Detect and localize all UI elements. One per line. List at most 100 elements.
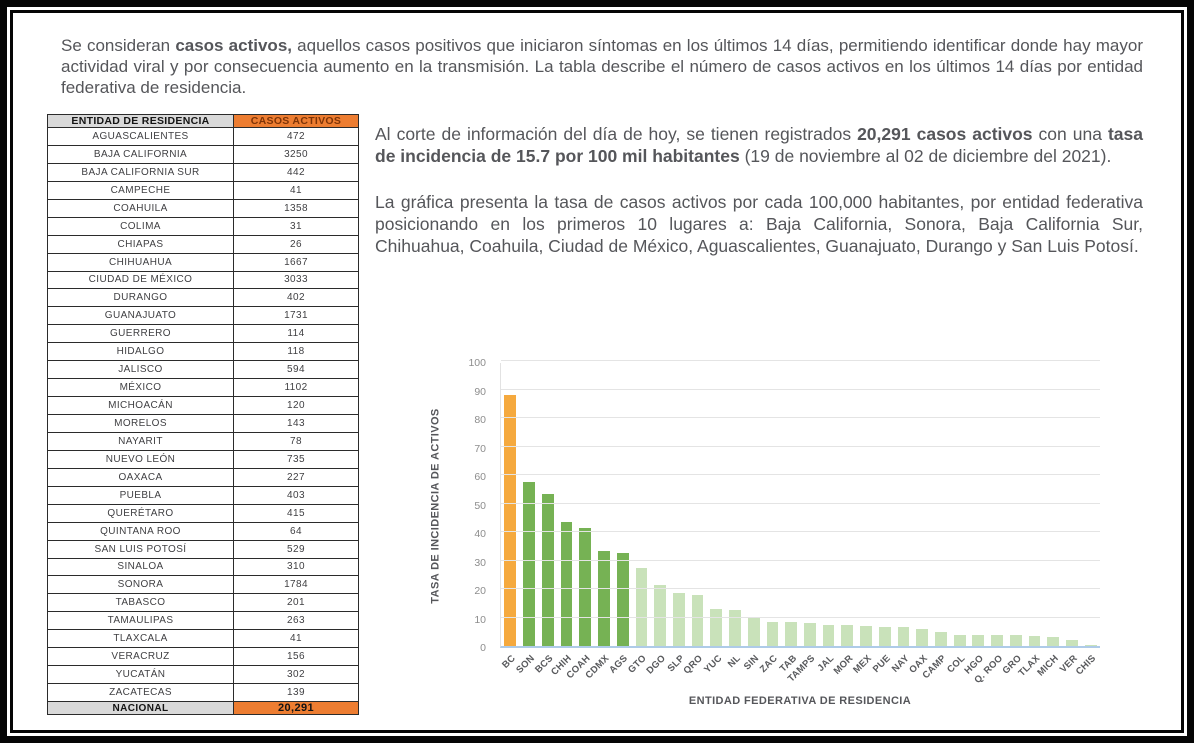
bar-ver	[1066, 640, 1078, 646]
cell-casos-activos: 735	[233, 449, 359, 469]
table-row: SONORA 1784	[47, 575, 359, 595]
table-footer-row: NACIONAL 20,291	[47, 701, 359, 715]
cell-entidad: BAJA CALIFORNIA SUR	[47, 162, 234, 182]
text-segment: con una	[1032, 124, 1108, 144]
text-segment: aquellos casos positivos que iniciaron s…	[61, 36, 1143, 97]
cell-casos-activos: 41	[233, 180, 359, 200]
cell-casos-activos: 403	[233, 485, 359, 505]
cell-entidad: JALISCO	[47, 360, 234, 380]
cell-entidad: CIUDAD DE MÉXICO	[47, 270, 234, 290]
gridline	[501, 388, 1100, 390]
y-tick-label: 30	[474, 556, 486, 569]
cell-casos-activos: 139	[233, 683, 359, 702]
cell-entidad: VERACRUZ	[47, 647, 234, 667]
y-tick-label: 60	[474, 471, 486, 483]
cell-casos-activos: 227	[233, 467, 359, 487]
cell-casos-activos: 302	[233, 665, 359, 685]
bar-slot: YUC	[702, 363, 726, 675]
right-text-block: Al corte de información del día de hoy, …	[375, 123, 1143, 257]
table-row: QUINTANA ROO 64	[47, 521, 359, 541]
cell-entidad: BAJA CALIFORNIA	[47, 144, 234, 164]
bar-oax	[916, 628, 929, 646]
x-tick-label: COL	[945, 653, 968, 676]
x-tick-label: GTO	[626, 653, 650, 676]
cell-casos-activos: 310	[233, 557, 359, 577]
cell-casos-activos: 41	[233, 629, 359, 649]
x-tick-label: NL	[725, 653, 743, 671]
x-tick-label: NAY	[889, 653, 912, 675]
bar-slot: DGO	[644, 363, 670, 677]
cell-casos-activos: 472	[233, 127, 359, 146]
chart-description-paragraph: La gráfica presenta la tasa de casos act…	[375, 191, 1143, 257]
y-tick-label: 90	[474, 385, 486, 398]
table-row: AGUASCALIENTES 472	[47, 127, 359, 146]
bar-slot: SLP	[665, 363, 688, 674]
summary-paragraph: Al corte de información del día de hoy, …	[375, 123, 1143, 167]
bar-son	[523, 482, 535, 646]
cell-entidad: TABASCO	[47, 593, 234, 613]
cell-casos-activos: 442	[233, 162, 359, 182]
cell-casos-activos: 1667	[233, 252, 359, 272]
bar-slot: QRO	[682, 363, 707, 677]
cell-entidad: OAXACA	[47, 467, 234, 487]
x-tick-label: SIN	[742, 653, 762, 673]
bar-sin	[747, 617, 760, 646]
cell-entidad: AGUASCALIENTES	[47, 127, 234, 146]
cell-casos-activos: 263	[233, 611, 359, 631]
bar-slot: COAH	[565, 363, 595, 681]
bar-slot: MEX	[851, 363, 876, 676]
bar-slot: MOR	[831, 363, 857, 677]
emphasized-text: 20,291 casos activos	[857, 124, 1033, 144]
bar-slot: HGO	[963, 363, 988, 677]
table-row: SAN LUIS POTOSÍ 529	[47, 539, 359, 559]
bar-slot: TAMPS	[786, 363, 820, 684]
table-row: COLIMA 31	[47, 216, 359, 236]
table-row: TAMAULIPAS 263	[47, 611, 359, 631]
x-tick-label: MEX	[851, 653, 874, 676]
gridline	[501, 588, 1100, 589]
cell-casos-activos: 78	[233, 431, 359, 451]
bar-slot: CHIS	[1074, 363, 1100, 677]
bar-hgo	[972, 634, 985, 646]
cell-casos-activos: 1784	[233, 575, 359, 595]
column-header-casos: CASOS ACTIVOS	[233, 114, 359, 128]
bar-slot: NAY	[889, 363, 913, 675]
bar-qro	[691, 594, 704, 646]
gridline	[501, 559, 1100, 561]
gridline	[501, 502, 1100, 504]
bar-slot: CHIH	[550, 363, 576, 678]
cell-entidad: PUEBLA	[47, 485, 234, 505]
y-axis-tick-labels: 0 10 20 30 40 50 60 70 80 90 100	[458, 357, 492, 654]
text-segment: Al corte de información del día de hoy, …	[375, 124, 858, 144]
x-axis-title: ENTIDAD FEDERATIVA DE RESIDENCIA	[688, 695, 912, 707]
x-tick-label: AGS	[607, 653, 631, 676]
table-row: MÉXICO 1102	[47, 378, 359, 398]
bar-slp	[672, 593, 685, 646]
table-row: SINALOA 310	[47, 557, 359, 577]
table-row: QUERÉTARO 415	[47, 503, 359, 523]
table-row: YUCATÁN 302	[47, 665, 359, 685]
bar-cdmx	[598, 550, 610, 646]
bar-slot: GTO	[627, 363, 651, 676]
cell-entidad: SAN LUIS POTOSÍ	[47, 539, 234, 559]
table-row: GUERRERO 114	[47, 324, 359, 344]
bars-container: BC SON BCS CHIH COAH CDMX AGS GTO DGO SLP QRO YUC NL…	[500, 363, 1100, 686]
table-row: DURANGO 402	[47, 288, 359, 308]
cell-casos-activos: 402	[233, 288, 359, 308]
table-row: MORELOS 143	[47, 414, 359, 433]
cell-casos-activos: 3250	[233, 144, 359, 164]
bar-slot: BC	[500, 363, 520, 671]
cell-entidad: ZACATECAS	[47, 683, 234, 702]
cell-entidad: CHIAPAS	[47, 234, 234, 254]
gridline	[501, 531, 1100, 532]
x-tick-label: MOR	[831, 653, 856, 677]
bar-slot: CDMX	[584, 363, 614, 681]
bar-yuc	[710, 608, 723, 646]
cell-casos-activos: 1731	[233, 306, 359, 326]
cell-casos-activos: 64	[233, 521, 359, 541]
bar-tamps	[803, 623, 816, 646]
bar-camp	[935, 631, 947, 646]
cell-entidad: COAHUILA	[47, 198, 234, 218]
bar-slot: NL	[726, 363, 745, 670]
intro-paragraph: Se consideran casos activos, aquellos ca…	[61, 35, 1143, 98]
